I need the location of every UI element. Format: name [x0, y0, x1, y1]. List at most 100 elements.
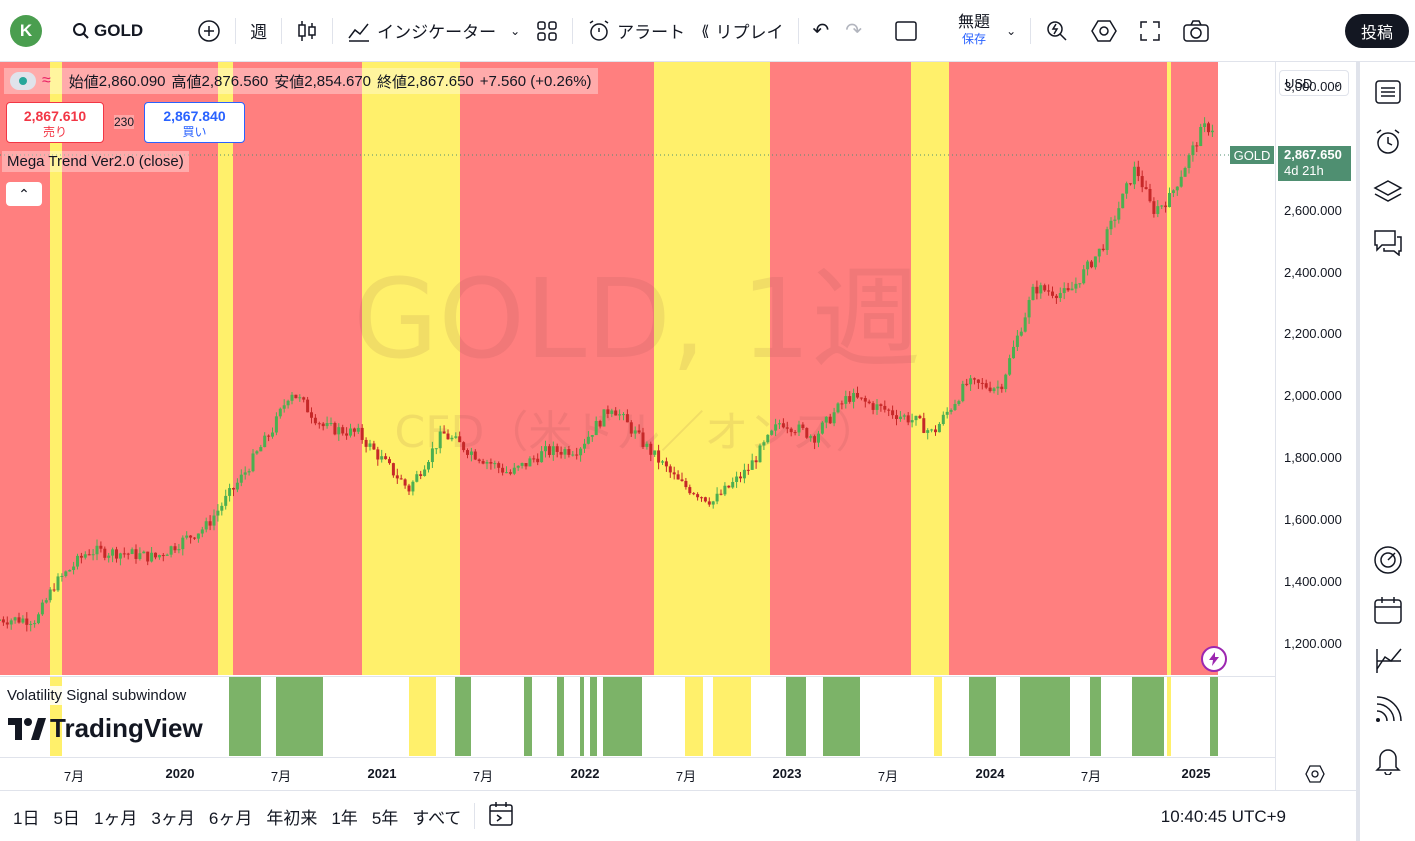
range-button[interactable]: 1日	[13, 808, 40, 828]
collapse-legend-button[interactable]: ⌃	[6, 182, 42, 206]
candle-body	[271, 432, 274, 437]
range-button[interactable]: 年初来	[266, 808, 318, 828]
candle-body	[118, 553, 122, 559]
candle-body	[1164, 205, 1168, 208]
candle-body	[555, 446, 559, 452]
subwindow-legend[interactable]: Volatility Signal subwindow	[4, 686, 190, 705]
snapshot-button[interactable]	[1175, 11, 1217, 51]
candle-body	[282, 405, 286, 409]
candle-body	[454, 436, 458, 438]
candle-body	[9, 620, 13, 625]
candle-body	[723, 485, 727, 495]
publish-button[interactable]: 投稿	[1345, 14, 1409, 48]
candle-body	[1125, 183, 1129, 194]
buy-button[interactable]: 2,867.840 買い	[144, 102, 245, 143]
candle-body	[1012, 346, 1015, 359]
candle-body	[302, 397, 306, 400]
candle-body	[680, 479, 684, 481]
divider	[797, 17, 799, 44]
price-axis[interactable]: 3,000.0002,800.0002,600.0002,400.0002,20…	[1275, 62, 1356, 790]
lightning-event-button[interactable]	[1201, 646, 1227, 672]
sell-button[interactable]: 2,867.610 売り	[6, 102, 104, 143]
candle-body	[1074, 283, 1078, 289]
candle-body	[672, 472, 676, 475]
candle-body	[501, 467, 505, 473]
range-button[interactable]: 3ヶ月	[151, 808, 195, 828]
candle-body	[1210, 130, 1214, 133]
range-button[interactable]: すべて	[412, 808, 462, 828]
calendar-button[interactable]	[1370, 592, 1406, 628]
ideas-button[interactable]	[1370, 542, 1406, 578]
candle-body	[575, 454, 579, 456]
chat-button[interactable]	[1370, 224, 1406, 260]
streams-button[interactable]	[1370, 692, 1406, 728]
timezone-clock[interactable]: 10:40:45 UTC+9	[1160, 807, 1286, 826]
fullscreen-layout-button[interactable]	[886, 11, 926, 51]
watchlist-button[interactable]	[1370, 74, 1406, 110]
candle-body	[1023, 317, 1027, 332]
candle-body	[142, 551, 146, 554]
visibility-dot-icon[interactable]	[10, 72, 36, 90]
candle-body	[181, 537, 185, 550]
chevron-down-icon: ⌄	[1332, 77, 1342, 90]
candle-body	[532, 458, 536, 460]
compare-symbol-button[interactable]	[189, 11, 229, 51]
notifications-button[interactable]	[1370, 742, 1406, 778]
layout-name-button[interactable]: 無題 保存	[950, 11, 998, 51]
symbol-search-button[interactable]: GOLD	[64, 11, 151, 51]
settings-button[interactable]	[1083, 11, 1125, 51]
candle-body	[255, 451, 259, 454]
volatility-signal-bar	[969, 677, 996, 756]
close-value: 2,867.650	[407, 72, 474, 90]
range-button[interactable]: 6ヶ月	[208, 808, 253, 828]
open-label: 始値	[68, 73, 99, 91]
time-axis[interactable]: 7月 2020 7月 2021 7月 2022 7月 2023 7月 2024 7月 2025	[0, 757, 1275, 790]
axis-settings-button[interactable]	[1300, 762, 1330, 786]
candle-body	[427, 462, 430, 470]
range-button[interactable]: 5日	[53, 808, 80, 828]
goto-date-button[interactable]	[481, 801, 521, 832]
fullscreen-button[interactable]	[1131, 11, 1169, 51]
candle-body	[1047, 290, 1051, 292]
candle-body	[341, 427, 345, 434]
candle-body	[1004, 374, 1008, 390]
candle-body	[778, 423, 781, 425]
alarm-clock-icon	[1376, 129, 1399, 154]
range-button[interactable]: 1年	[331, 808, 358, 828]
alert-button[interactable]: アラート	[579, 11, 693, 51]
candle-body	[193, 537, 196, 539]
candle-body	[563, 449, 567, 455]
chart-type-button[interactable]	[288, 11, 326, 51]
user-avatar[interactable]: K	[10, 14, 42, 47]
pine-editor-button[interactable]	[1370, 642, 1406, 678]
replay-button[interactable]: ⟪ リプレイ	[693, 11, 791, 51]
range-button[interactable]: 5年	[371, 808, 399, 828]
candle-body	[579, 448, 583, 456]
interval-button[interactable]: 週	[250, 23, 268, 42]
layout-name: 無題	[958, 13, 991, 31]
range-button[interactable]: 1ヶ月	[93, 808, 138, 828]
layout-menu-button[interactable]: ⌄	[998, 11, 1024, 51]
candle-body	[99, 545, 103, 549]
candle-body	[750, 460, 754, 470]
indicators-button[interactable]: インジケーター ⌄	[339, 11, 528, 51]
undo-button[interactable]: ↶	[805, 11, 838, 51]
chevron-down-icon: ⌄	[1006, 23, 1017, 38]
object-tree-button[interactable]	[1370, 174, 1406, 210]
price-axis-label: 2,200.000	[1284, 326, 1342, 342]
candle-body	[337, 427, 341, 435]
redo-button[interactable]: ↷	[837, 11, 870, 51]
candle-body	[926, 430, 930, 433]
candle-body	[1129, 183, 1132, 185]
candle-body	[122, 553, 126, 555]
alerts-panel-button[interactable]	[1370, 124, 1406, 160]
candle-body	[930, 429, 934, 431]
tradingview-logo[interactable]: TradingView	[8, 713, 203, 744]
chart-pane[interactable]: GOLD, 1週 CFD（米ドル／オンス）	[0, 62, 1275, 675]
layouts-button[interactable]	[528, 11, 566, 51]
quick-search-button[interactable]	[1037, 11, 1077, 51]
indicator-legend[interactable]: Mega Trend Ver2.0 (close)	[2, 151, 189, 172]
currency-select[interactable]: USD ⌄	[1279, 70, 1349, 96]
candle-body	[571, 454, 575, 456]
